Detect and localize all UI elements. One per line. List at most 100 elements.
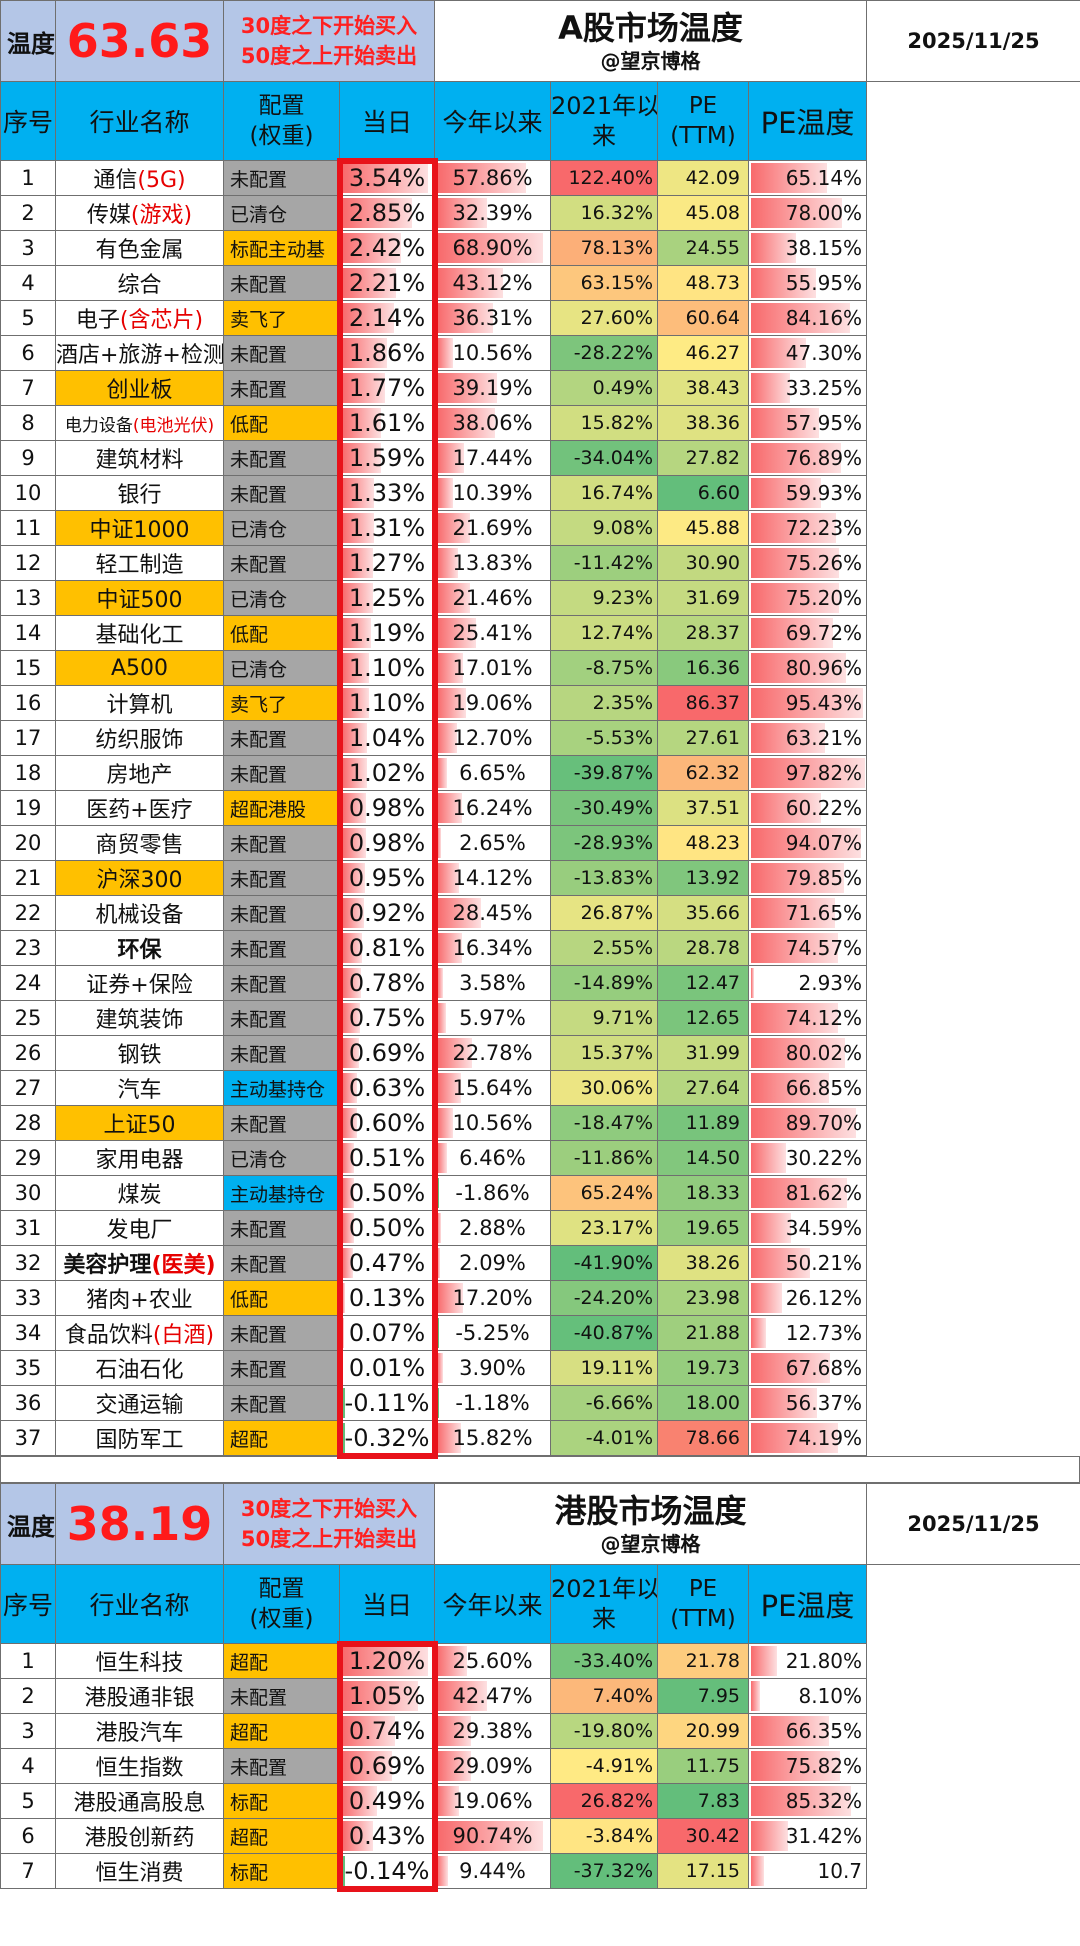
industry-name: 酒店+旅游+检测 (55, 335, 224, 371)
table-row: 11 中证1000 已清仓 1.31% 21.69% 9.08% 45.88 72.23% (0, 510, 1080, 546)
day-change-bar (342, 1716, 396, 1746)
pe-temperature: 76.89% (748, 440, 868, 476)
ytd-change: 38.06% (434, 405, 552, 441)
ytd-change: 17.44% (434, 440, 552, 476)
allocation-text: 已清仓 (230, 203, 288, 226)
row-index: 15 (0, 650, 56, 686)
since-2021: -33.40% (550, 1643, 659, 1679)
pe-temperature-text: 69.72% (785, 621, 863, 645)
since-2021: 19.11% (550, 1350, 659, 1386)
row-index: 9 (0, 440, 56, 476)
pe-temperature: 67.68% (748, 1350, 868, 1386)
pe-temperature-text: 66.85% (785, 1076, 863, 1100)
row-index-text: 23 (14, 936, 42, 960)
pe-ttm-text: 14.50 (685, 1147, 741, 1169)
since-2021: -6.66% (550, 1385, 659, 1421)
allocation-cell: 超配 (223, 1643, 340, 1679)
pe-ttm: 27.61 (657, 720, 750, 756)
pe-temperature-text: 10.7 (817, 1859, 863, 1883)
since-2021: 26.87% (550, 895, 659, 931)
allocation-text: 未配置 (230, 1218, 288, 1241)
ytd-change-bar (437, 1423, 462, 1453)
since-2021: -13.83% (550, 860, 659, 896)
since-2021-text: 16.32% (580, 202, 654, 224)
row-index: 19 (0, 790, 56, 826)
ytd-change-bar (437, 653, 464, 683)
day-change-text: 0.75% (348, 1004, 426, 1032)
day-change: 0.95% (338, 860, 436, 896)
row-index: 1 (0, 1643, 56, 1679)
row-index: 4 (0, 265, 56, 301)
table-row: 37 国防军工 超配 -0.32% 15.82% -4.01% 78.66 74.19% (0, 1420, 1080, 1456)
row-index-text: 3 (21, 236, 35, 260)
pe-temperature-bar (751, 898, 835, 928)
ytd-change-bar (437, 1178, 440, 1208)
day-change: 0.81% (338, 930, 436, 966)
day-change-bar (342, 688, 369, 718)
ytd-change: 3.90% (434, 1350, 552, 1386)
pe-ttm-text: 20.99 (685, 1720, 741, 1742)
allocation-cell: 未配置 (223, 825, 340, 861)
ytd-change-bar (437, 723, 457, 753)
ytd-change-text: 15.82% (452, 1426, 533, 1450)
allocation-text: 未配置 (230, 1008, 288, 1031)
ytd-change: 68.90% (434, 230, 552, 266)
since-2021: 9.08% (550, 510, 659, 546)
industry-name-text: 传媒 (86, 203, 131, 228)
pe-ttm: 30.42 (657, 1818, 750, 1854)
row-index-text: 35 (14, 1356, 42, 1380)
industry-name-text: 猪肉+农业 (86, 1288, 193, 1313)
pe-temperature-text: 55.95% (785, 271, 863, 295)
pe-ttm-text: 11.75 (685, 1755, 741, 1777)
pe-temperature: 63.21% (748, 720, 868, 756)
since-2021: 30.06% (550, 1070, 659, 1106)
table-row: 2 港股通非银 未配置 1.05% 42.47% 7.40% 7.95 8.10% (0, 1678, 1080, 1714)
industry-name-text: 美容护理 (63, 1253, 152, 1278)
row-index: 2 (0, 1678, 56, 1714)
table-row: 16 计算机 卖飞了 1.10% 19.06% 2.35% 86.37 95.43% (0, 685, 1080, 721)
pe-ttm-text: 19.73 (685, 1357, 741, 1379)
table-row: 17 纺织服饰 未配置 1.04% 12.70% -5.53% 27.61 63.21% (0, 720, 1080, 756)
pe-ttm: 20.99 (657, 1713, 750, 1749)
ytd-change: 42.47% (434, 1678, 552, 1714)
since-2021-text: -30.49% (573, 797, 654, 819)
industry-name-text: 煤炭 (117, 1183, 162, 1208)
industry-name-text: 创业板 (106, 378, 173, 403)
ytd-change: 15.64% (434, 1070, 552, 1106)
since-2021: -39.87% (550, 755, 659, 791)
row-index: 20 (0, 825, 56, 861)
pe-temperature: 75.82% (748, 1748, 868, 1784)
since-2021-text: 15.37% (580, 1042, 654, 1064)
industry-name-text: 食品饮料 (64, 1323, 153, 1348)
since-2021-text: 63.15% (580, 272, 654, 294)
day-change-text: 1.10% (348, 689, 426, 717)
ytd-change-bar (437, 233, 543, 263)
pe-ttm: 14.50 (657, 1140, 750, 1176)
ytd-change: 6.46% (434, 1140, 552, 1176)
industry-name-text: 港股创新药 (84, 1826, 195, 1851)
industry-name-text: 电子 (75, 308, 120, 333)
row-index-text: 17 (14, 726, 42, 750)
pe-ttm: 27.82 (657, 440, 750, 476)
since-2021: -40.87% (550, 1315, 659, 1351)
industry-name: A500 (55, 650, 224, 686)
since-2021: 65.24% (550, 1175, 659, 1211)
pe-temperature: 50.21% (748, 1245, 868, 1281)
allocation-text: 超配 (230, 1651, 269, 1674)
hk-share-table: 温度 38.19 30度之下开始买入 50度之上开始卖出 港股市场温度 @望京博… (0, 1483, 1080, 1889)
allocation-text: 超配 (230, 1826, 269, 1849)
ytd-change: 12.70% (434, 720, 552, 756)
pe-temperature-text: 21.80% (785, 1649, 863, 1673)
since-2021-text: -3.84% (585, 1825, 654, 1847)
table-row: 10 银行 未配置 1.33% 10.39% 16.74% 6.60 59.93% (0, 475, 1080, 511)
row-index-text: 8 (21, 411, 35, 435)
industry-name: 机械设备 (55, 895, 224, 931)
ytd-change: 17.01% (434, 650, 552, 686)
table-row: 1 通信(5G) 未配置 3.54% 57.86% 122.40% 42.09 65.14% (0, 160, 1080, 196)
pe-temperature-bar (751, 968, 755, 998)
industry-name: 上证50 (55, 1105, 224, 1141)
day-change-bar (342, 478, 375, 508)
table-row: 20 商贸零售 未配置 0.98% 2.65% -28.93% 48.23 94.07% (0, 825, 1080, 861)
ytd-change-text: 10.39% (452, 481, 533, 505)
pe-ttm-text: 30.90 (685, 552, 741, 574)
